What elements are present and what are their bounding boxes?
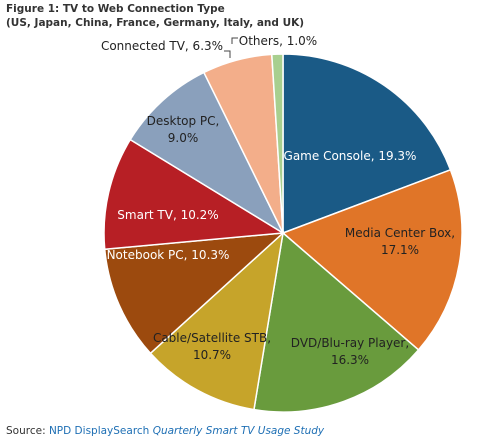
slice-label-game-console: Game Console, 19.3% <box>284 149 417 163</box>
pie-slice-media-center-box <box>281 168 463 351</box>
source-line: Source: NPD DisplaySearch Quarterly Smar… <box>6 425 324 437</box>
slice-label-notebook-pc: Notebook PC, 10.3% <box>107 248 230 262</box>
slice-label-connected-tv: Connected TV, 6.3% <box>101 39 223 53</box>
chart-title: Figure 1: TV to Web Connection Type <box>6 3 225 15</box>
slice-label-cable-satellite-stb: Cable/Satellite STB, 10.7% <box>153 331 271 362</box>
leader-others <box>231 37 238 44</box>
slice-label-media-center-box: Media Center Box, 17.1% <box>345 226 455 257</box>
slice-label-smart-tv: Smart TV, 10.2% <box>117 208 218 222</box>
chart-subtitle: (US, Japan, China, France, Germany, Ital… <box>6 17 305 29</box>
pie-slice-game-console <box>282 53 452 235</box>
pie-slice-desktop-pc <box>129 71 285 235</box>
source-study-link[interactable]: Quarterly Smart TV Usage Study <box>152 425 325 437</box>
pie-slice-cable-satellite-stb <box>149 230 285 411</box>
slice-label-others: Others, 1.0% <box>239 34 317 48</box>
pie-slice-smart-tv <box>103 138 286 251</box>
pie-slice-dvd-blu-ray-player <box>253 231 420 413</box>
slice-label-desktop-pc: Desktop PC, 9.0% <box>147 114 220 145</box>
leader-connected-tv <box>224 50 231 58</box>
pie-slice-notebook-pc <box>103 232 286 355</box>
source-org-link[interactable]: NPD DisplaySearch <box>48 425 150 437</box>
source-prefix: Source: <box>6 425 46 437</box>
pie-slice-others <box>270 53 284 234</box>
slice-label-dvd-blu-ray-player: DVD/Blu-ray Player, 16.3% <box>291 336 409 367</box>
